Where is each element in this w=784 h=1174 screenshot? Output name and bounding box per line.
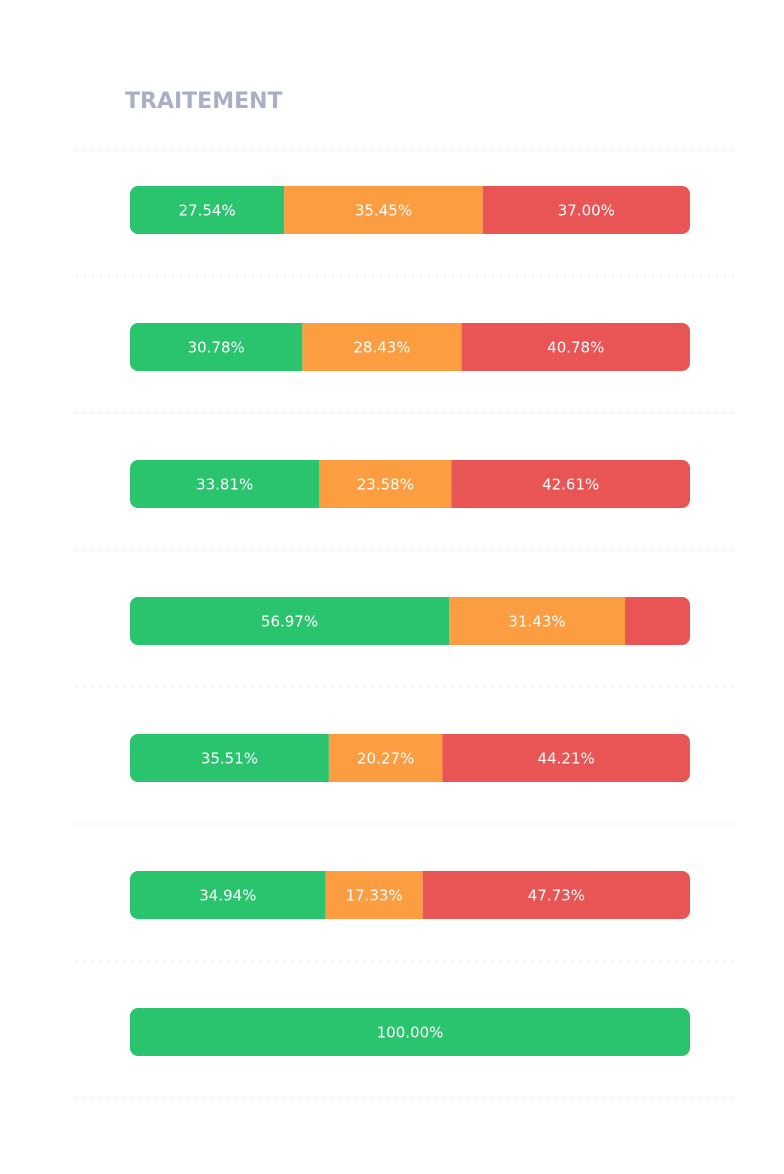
segment-label: 100.00% — [377, 1024, 444, 1042]
bar-segment — [625, 597, 690, 645]
bar-segment — [451, 460, 690, 508]
bar-row — [130, 186, 690, 234]
bar-row — [130, 1008, 690, 1056]
segment-label: 23.58% — [357, 476, 414, 494]
bar-segment — [302, 323, 462, 371]
segment-label: 42.61% — [542, 476, 599, 494]
bar-segment — [422, 871, 690, 919]
bar-segment — [130, 186, 285, 234]
bar-segment — [130, 460, 320, 508]
segment-label: 31.43% — [508, 613, 565, 631]
segment-label: 44.21% — [538, 750, 595, 768]
bar-segment — [130, 734, 329, 782]
segment-label: 56.97% — [261, 613, 318, 631]
bar-segment — [449, 597, 626, 645]
bar-segment — [328, 734, 443, 782]
bar-segment — [319, 460, 452, 508]
bar-segment — [442, 734, 690, 782]
segment-label: 47.73% — [528, 887, 585, 905]
segment-label: 27.54% — [179, 202, 236, 220]
segment-label: 20.27% — [357, 750, 414, 768]
segment-label: 30.78% — [188, 339, 245, 357]
segment-label: 28.43% — [353, 339, 410, 357]
bar-segment — [325, 871, 423, 919]
bar-segment — [461, 323, 690, 371]
bar-row — [130, 323, 690, 371]
bar-row — [130, 460, 690, 508]
segment-label: 17.33% — [346, 887, 403, 905]
segment-label: 35.45% — [355, 202, 412, 220]
bar-segment — [130, 323, 303, 371]
bar-segment — [284, 186, 483, 234]
segment-label: 34.94% — [199, 887, 256, 905]
segment-label: 37.00% — [558, 202, 615, 220]
bar-segment — [130, 597, 450, 645]
segment-label: 33.81% — [196, 476, 253, 494]
chart-title: TRAITEMENT — [125, 89, 283, 114]
segment-label: 40.78% — [547, 339, 604, 357]
bar-row — [130, 871, 690, 919]
bar-row — [130, 597, 690, 645]
bar-segment — [130, 871, 326, 919]
bar-segment — [130, 1008, 690, 1056]
bar-row — [130, 734, 690, 782]
segment-label: 35.51% — [201, 750, 258, 768]
bar-segment — [482, 186, 690, 234]
